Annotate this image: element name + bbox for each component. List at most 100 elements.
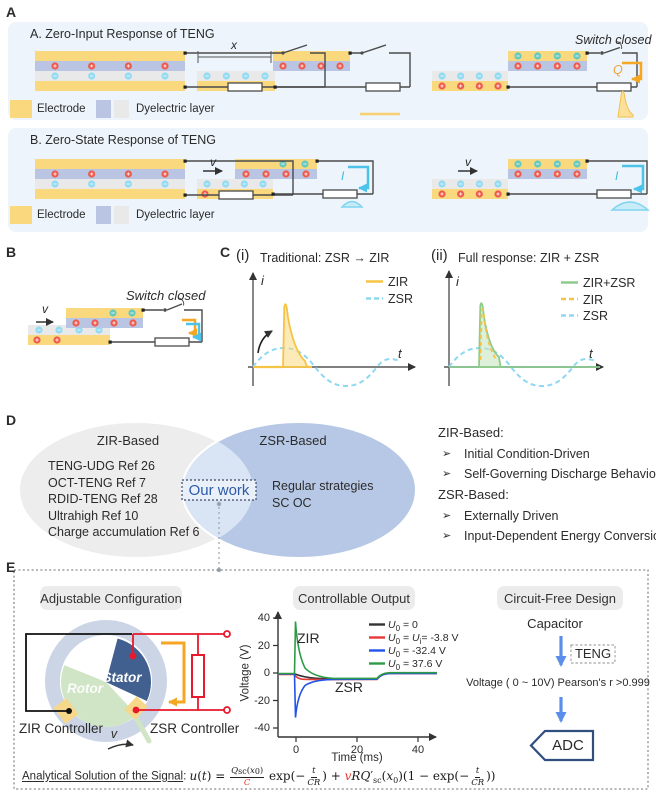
panel-e-frame (13, 569, 649, 790)
note-item: Initial Condition-Driven (464, 447, 590, 461)
plot1-xlabel: t (398, 346, 402, 361)
charge-q-label: Q (613, 63, 623, 77)
switch-closed-label: Switch closed (126, 288, 206, 303)
zir-spike-curve (282, 303, 309, 368)
output-plot (273, 611, 437, 742)
legend-entry: U0 = 0 (388, 618, 418, 633)
note-item: Input-Dependent Energy Conversion (464, 529, 656, 543)
zir-annotation: ZIR (297, 630, 320, 646)
section-header-circuit-free: Circuit-Free Design (497, 586, 623, 610)
teng-box (570, 644, 616, 664)
legend-zsr: ZSR (583, 309, 608, 323)
legend-zir: ZIR (583, 292, 604, 307)
xtick: 40 (411, 744, 425, 756)
charge-flow-arrow (182, 318, 197, 338)
legend-entry: U0 = -32.4 V (388, 644, 446, 659)
note-item: Self-Governing Discharge Behavior (464, 467, 656, 481)
panel-d-label: D (6, 412, 17, 428)
venn-item: SC OC (272, 495, 312, 510)
legend-dielectric: Dyelectric layer (136, 208, 215, 221)
velocity-label: v (465, 155, 471, 169)
zsr-annotation: ZSR (335, 679, 363, 695)
venn-right-title: ZSR-Based (259, 433, 327, 448)
zir-pulse-shape (617, 90, 634, 118)
bullet-icon: ➢ (442, 510, 452, 522)
current-label: I (615, 169, 619, 183)
zir-row-circuits (183, 41, 643, 118)
plot-traditional (248, 272, 416, 388)
rotor-stator-diagram (25, 620, 231, 750)
plot2-title: Full response: ZIR + ZSR (458, 251, 600, 265)
voltage-range-label: Voltage ( 0 ~ 10V) Pearson's r >0.999 (466, 677, 650, 689)
current-label: I (341, 169, 345, 183)
rotor-label: Rotor (67, 681, 103, 696)
red-wire (132, 633, 227, 711)
load-resistor (191, 654, 205, 698)
venn-item: Ultrahigh Ref 10 (48, 508, 139, 523)
x-dim-label: x (231, 38, 237, 52)
zsr-sine-curve (252, 346, 399, 388)
section-header-configuration: Adjustable Configuration (40, 586, 182, 610)
adc-block (529, 729, 595, 762)
plot2-index: (ii) (431, 247, 448, 264)
bullet-icon: ➢ (442, 468, 452, 480)
velocity-label: v (110, 727, 118, 741)
legend-electrode: Electrode (37, 102, 86, 115)
plot2-xlabel: t (589, 346, 593, 361)
plot-full-response (444, 270, 604, 388)
note-item: Externally Driven (464, 509, 559, 523)
our-work-box (181, 479, 257, 501)
velocity-label: v (42, 302, 48, 316)
ring (45, 620, 167, 742)
panel-b-circuit (36, 297, 203, 347)
analytical-formula: Analytical Solution of the Signal: u(t) … (22, 766, 496, 788)
panel-b-label: B (6, 244, 17, 260)
plot2-ylabel: i (456, 274, 459, 289)
terminal (223, 630, 231, 638)
zsr-row-circuits (183, 159, 650, 211)
venn-item: Charge accumulation Ref 6 (48, 525, 200, 539)
legend-entry: U0 = 37.6 V (388, 657, 443, 672)
plot1-index: (i) (236, 247, 250, 264)
legend-electrode: Electrode (37, 208, 86, 221)
our-work-label: Our work (188, 482, 250, 499)
stator-label: Stator (102, 670, 142, 685)
bullet-icon: ➢ (442, 530, 452, 542)
zir-controller-label: ZIR Controller (19, 721, 104, 736)
charge-flow-arrow (161, 641, 186, 707)
ytick: 40 (257, 612, 270, 624)
plot-ylabel: Voltage (V) (239, 644, 252, 702)
zsr-pulse-shape (340, 200, 364, 208)
zsr-sine-curve (448, 346, 595, 388)
stator-sector (106, 638, 152, 701)
plot1-ylabel: i (261, 273, 264, 288)
legend-dielectric: Dyelectric layer (136, 102, 215, 115)
current-flow-arrow (186, 322, 201, 342)
venn-left-title: ZIR-Based (96, 433, 160, 448)
switch-closed-label: Switch closed (575, 33, 652, 47)
legend-zir: ZIR (388, 275, 409, 289)
zir-box-title: A. Zero-Input Response of TENG (30, 27, 215, 41)
venn-item: RDID-TENG Ref 28 (48, 492, 158, 506)
velocity-label: v (210, 155, 216, 169)
plot1-title: Traditional: ZSR → ZIR (260, 251, 390, 265)
legend-entry: U0 = Ui= -3.8 V (388, 631, 459, 646)
terminal (223, 706, 231, 714)
venn-item: TENG-UDG Ref 26 (48, 459, 155, 473)
venn-item: Regular strategies (272, 479, 374, 493)
venn-diagram (18, 421, 417, 573)
curve-u0-pos (278, 621, 437, 680)
legend-zsr: ZSR (388, 292, 413, 306)
capacitor-label: Capacitor (527, 616, 583, 631)
annotation-arrow (257, 330, 273, 354)
rotor-sector (61, 665, 137, 727)
panel-c-label: C (220, 244, 231, 260)
section-header-output: Controllable Output (293, 586, 415, 610)
panel-e-label: E (6, 559, 16, 575)
teng-label: TENG (574, 646, 612, 661)
circuit-free-flow (529, 636, 616, 762)
zir-dashed-curve (479, 308, 497, 361)
venn-item: OCT-TENG Ref 7 (48, 475, 146, 490)
